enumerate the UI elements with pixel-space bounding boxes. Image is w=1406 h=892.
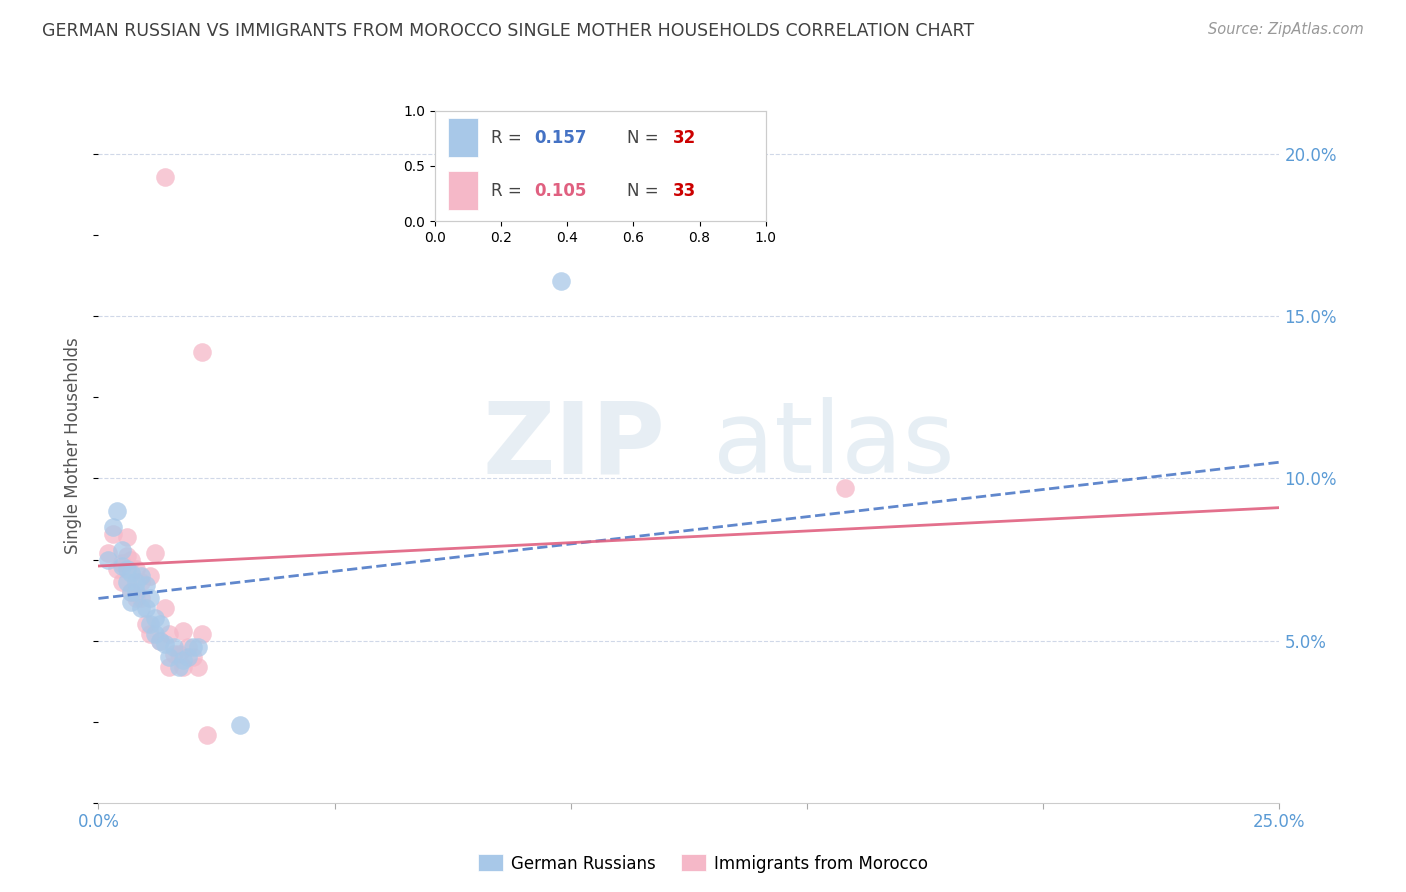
Point <box>153 601 176 615</box>
Point <box>139 627 162 641</box>
Point <box>129 575 152 590</box>
Point <box>163 647 186 661</box>
Point <box>153 169 176 184</box>
Point <box>143 627 166 641</box>
Point <box>177 649 200 664</box>
Point <box>163 640 186 654</box>
Point <box>129 568 152 582</box>
Point <box>157 659 180 673</box>
Point <box>105 562 128 576</box>
Point <box>167 647 190 661</box>
Point <box>111 556 134 570</box>
Point <box>115 549 138 564</box>
Point <box>172 653 194 667</box>
Point <box>129 591 152 606</box>
Point <box>229 718 252 732</box>
Point <box>157 649 180 664</box>
Text: GERMAN RUSSIAN VS IMMIGRANTS FROM MOROCCO SINGLE MOTHER HOUSEHOLDS CORRELATION C: GERMAN RUSSIAN VS IMMIGRANTS FROM MOROCC… <box>42 22 974 40</box>
Point <box>181 640 204 654</box>
Point <box>187 659 209 673</box>
Point <box>105 504 128 518</box>
Point <box>143 546 166 560</box>
Point <box>121 566 143 580</box>
Point <box>172 624 194 638</box>
Text: Source: ZipAtlas.com: Source: ZipAtlas.com <box>1208 22 1364 37</box>
Point <box>195 728 218 742</box>
Point <box>550 274 572 288</box>
Point <box>125 585 148 599</box>
Point <box>149 633 172 648</box>
Point <box>191 345 214 359</box>
Point <box>139 568 162 582</box>
Point <box>167 659 190 673</box>
Point <box>135 617 157 632</box>
Point <box>149 633 172 648</box>
Point <box>115 530 138 544</box>
Point <box>135 601 157 615</box>
Point <box>111 559 134 574</box>
Point <box>139 617 162 632</box>
Point <box>111 542 134 557</box>
Point <box>101 526 124 541</box>
Text: ZIP: ZIP <box>482 398 665 494</box>
Point <box>121 585 143 599</box>
Point <box>153 637 176 651</box>
Point <box>143 611 166 625</box>
Legend: German Russians, Immigrants from Morocco: German Russians, Immigrants from Morocco <box>471 847 935 880</box>
Point <box>187 640 209 654</box>
Point <box>125 591 148 606</box>
Point <box>157 627 180 641</box>
Point <box>139 591 162 606</box>
Point <box>125 575 148 590</box>
Point <box>121 595 143 609</box>
Point <box>97 552 120 566</box>
Point <box>121 585 143 599</box>
Point <box>181 649 204 664</box>
Point <box>101 520 124 534</box>
Point <box>111 575 134 590</box>
Text: atlas: atlas <box>713 398 955 494</box>
Point <box>125 562 148 576</box>
Point <box>191 627 214 641</box>
Point <box>177 640 200 654</box>
Point <box>149 617 172 632</box>
Point <box>97 546 120 560</box>
Point <box>129 601 152 615</box>
Point <box>121 552 143 566</box>
Point <box>115 575 138 590</box>
Point <box>115 562 138 576</box>
Y-axis label: Single Mother Households: Single Mother Households <box>65 338 83 554</box>
Point <box>135 578 157 592</box>
Point <box>834 481 856 495</box>
Point <box>172 659 194 673</box>
